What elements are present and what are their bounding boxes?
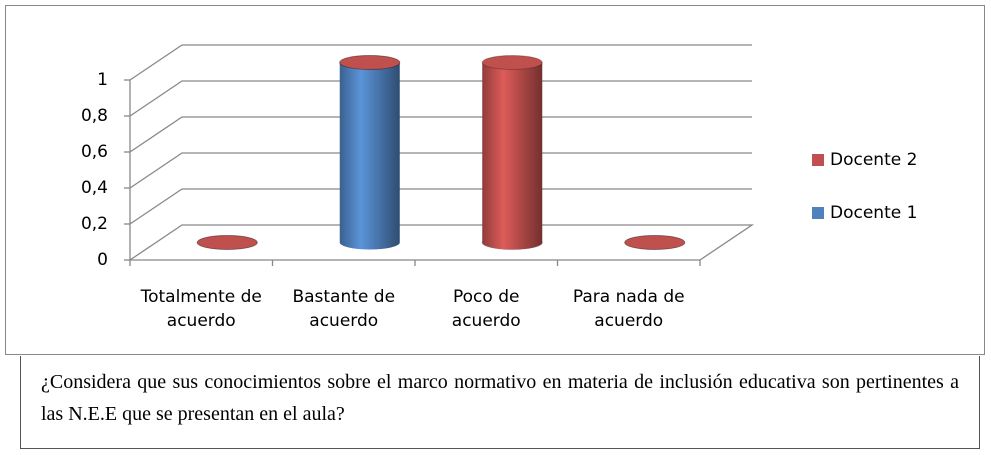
grid-line (129, 224, 755, 261)
legend-label: Docente 2 (830, 150, 917, 170)
y-tick-label: 0,4 (81, 178, 108, 198)
grid-line (129, 152, 752, 189)
cylinder-top (481, 55, 543, 70)
cylinder-body (339, 62, 400, 250)
cylinder (339, 55, 401, 250)
cylinder (481, 55, 543, 250)
cylinder-top (624, 235, 686, 250)
caption: ¿Considera que sus conocimientos sobre e… (20, 356, 980, 449)
legend-swatch (812, 154, 824, 166)
legend-swatch (812, 207, 824, 219)
cylinder (339, 55, 401, 70)
x-tick-label: Poco de acuerdo (451, 287, 521, 331)
grid-line (129, 44, 752, 81)
x-tick-label: Para nada de acuerdo (572, 287, 685, 331)
grid-line (129, 116, 752, 153)
cylinder (624, 235, 686, 250)
legend-label: Docente 1 (830, 203, 917, 223)
chart-frame (5, 5, 985, 355)
cylinder (196, 235, 258, 250)
y-tick-label: 0,6 (81, 142, 108, 162)
y-tick-label: 0,8 (81, 106, 108, 126)
cylinder-top (339, 55, 401, 70)
chart: 0 0,2 0,4 0,6 0,8 1 Docente 2 Docente 1 (81, 44, 917, 270)
grid-line (129, 188, 752, 225)
y-tick-label: 1 (97, 70, 108, 90)
y-tick-label: 0,2 (81, 214, 108, 234)
cylinder-body (482, 62, 543, 250)
y-tick-label: 0 (97, 250, 108, 270)
cylinder-top (196, 235, 258, 250)
grid-line (129, 80, 752, 117)
x-tick-label: Totalmente de acuerdo (140, 287, 262, 331)
x-tick-label: Bastante de acuerdo (292, 287, 396, 331)
